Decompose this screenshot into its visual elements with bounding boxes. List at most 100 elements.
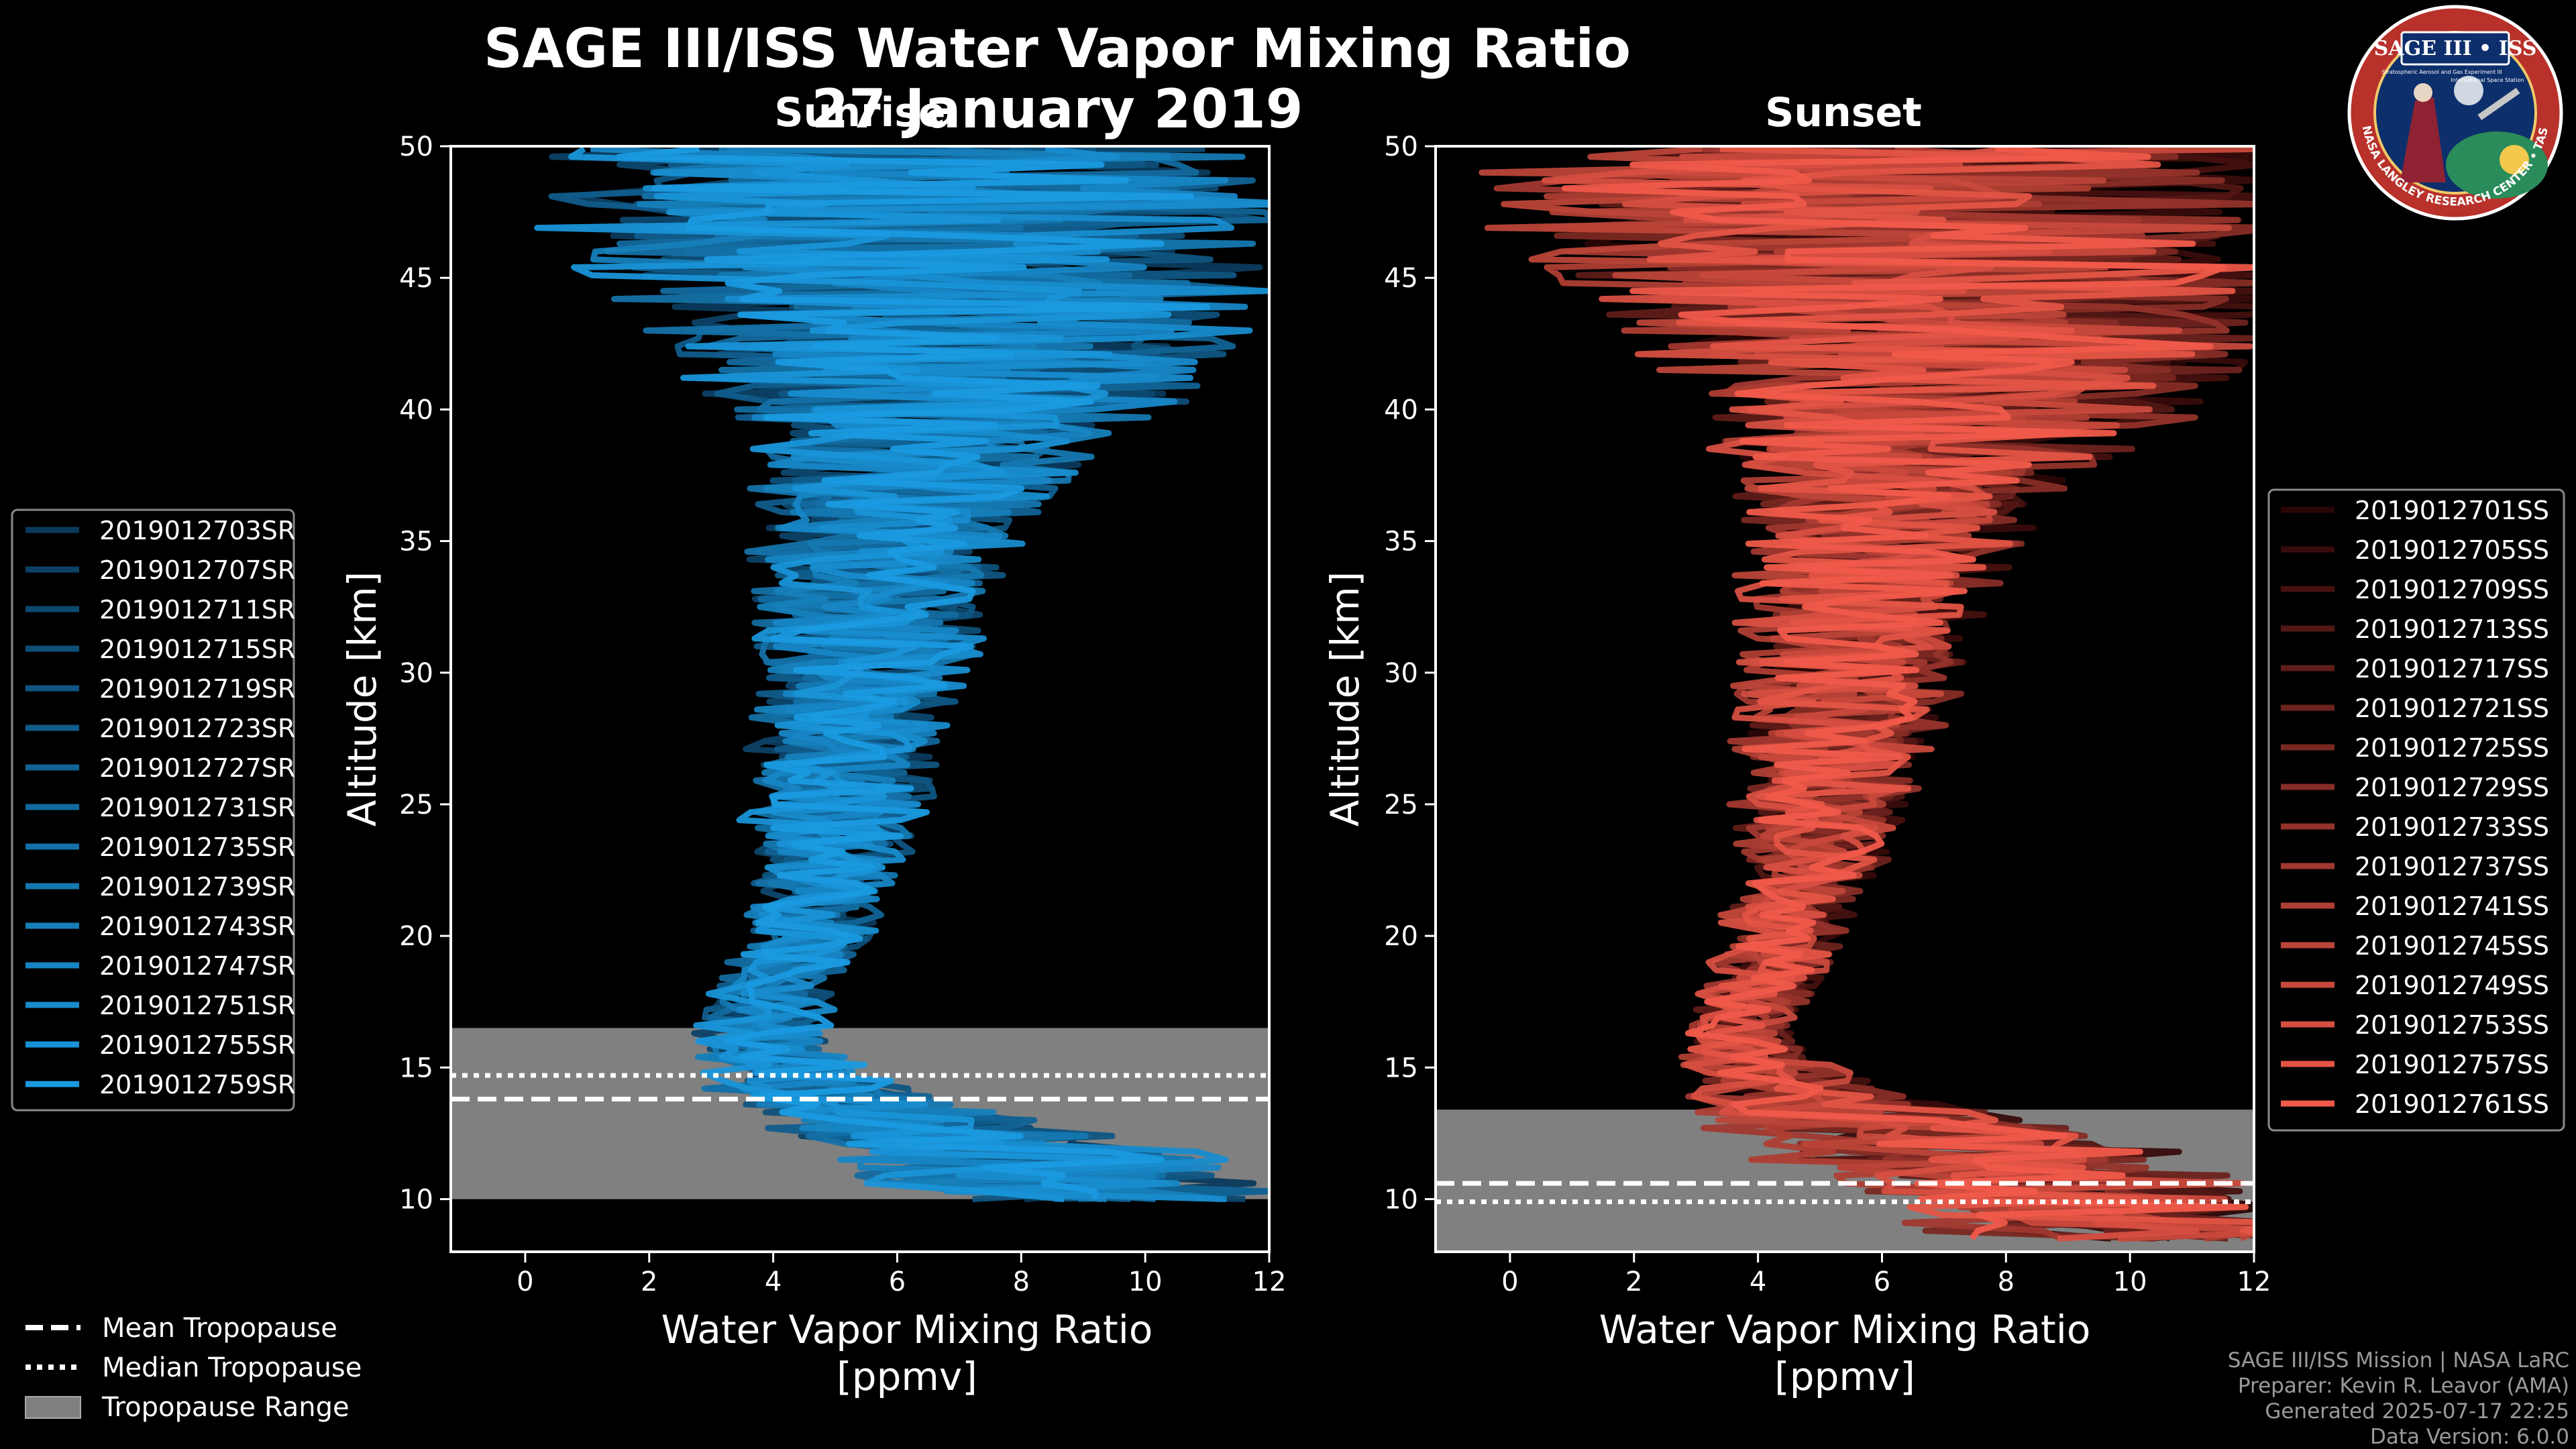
chart-title: SAGE III/ISS Water Vapor Mixing Ratio xyxy=(484,17,1631,80)
logo-inner-text-2: International Space Station xyxy=(2451,77,2524,83)
legend-label: 2019012749SS xyxy=(2355,971,2549,1000)
legend-label: 2019012729SS xyxy=(2355,773,2549,802)
legend-label: 2019012703SR xyxy=(99,516,295,545)
legend-label: 2019012707SR xyxy=(99,555,295,585)
xlabel-sunrise-line2: [ppmv] xyxy=(837,1354,977,1399)
legend-label: 2019012737SS xyxy=(2355,852,2549,881)
credits-line2: Preparer: Kevin R. Leavor (AMA) xyxy=(2238,1374,2569,1398)
iss-icon xyxy=(2477,87,2520,121)
credits-line1: SAGE III/ISS Mission | NASA LaRC xyxy=(2228,1348,2569,1373)
x-tick-label: 4 xyxy=(1750,1267,1766,1297)
y-tick-label: 45 xyxy=(399,263,433,294)
legend-label: 2019012705SS xyxy=(2355,535,2549,565)
x-tick-label: 0 xyxy=(1501,1267,1518,1297)
xlabel-sunset-line1: Water Vapor Mixing Ratio xyxy=(1599,1307,2091,1352)
legend-label: 2019012735SR xyxy=(99,833,295,862)
legend-label: 2019012753SS xyxy=(2355,1010,2549,1040)
legend-label: 2019012741SS xyxy=(2355,892,2549,921)
y-tick-label: 50 xyxy=(1384,131,1418,162)
x-tick-label: 2 xyxy=(641,1267,657,1297)
y-tick-label: 45 xyxy=(1384,263,1418,294)
credits-line4: Data Version: 6.0.0 xyxy=(2370,1425,2569,1449)
legend-label: 2019012747SR xyxy=(99,951,295,981)
median-tropopause-label: Median Tropopause xyxy=(102,1352,362,1383)
tropopause-legend: Mean Tropopause Median Tropopause Tropop… xyxy=(25,1313,362,1423)
profile-line-2019012761SS xyxy=(1561,146,2249,1241)
tropopause-range-swatch xyxy=(25,1396,81,1419)
legend-label: 2019012743SR xyxy=(99,912,295,941)
y-tick-label: 40 xyxy=(1384,394,1418,425)
xlabel-sunset-line2: [ppmv] xyxy=(1774,1354,1915,1399)
ylabel-sunset: Altitude [km] xyxy=(1322,572,1368,826)
panel-title-sunset: Sunset xyxy=(1765,89,1922,136)
profile-line-2019012759SR xyxy=(616,146,1210,1200)
y-tick-label: 25 xyxy=(1384,790,1418,820)
panel-sunset: 0 2 4 6 8 10 12 10 15 20 25 30 35 40 45 50 Water Vapor … xyxy=(1322,131,2271,1399)
x-tick-label: 12 xyxy=(1252,1267,1287,1297)
x-tick-label: 0 xyxy=(517,1267,533,1297)
xlabel-sunrise-line1: Water Vapor Mixing Ratio xyxy=(661,1307,1153,1352)
legend-label: 2019012711SR xyxy=(99,595,295,625)
legend-label: 2019012709SS xyxy=(2355,575,2549,604)
legend-label: 2019012727SR xyxy=(99,753,295,783)
profile-line-2019012749SS xyxy=(1675,146,2254,1242)
y-tick-label: 35 xyxy=(1384,527,1418,557)
y-tick-label: 25 xyxy=(399,790,433,820)
tropopause-range-label: Tropopause Range xyxy=(101,1392,350,1423)
y-tick-label: 10 xyxy=(399,1185,433,1216)
legend-sunset: 2019012701SS 2019012705SS 2019012709SS 2019… xyxy=(2267,488,2565,1132)
legend-label: 2019012761SS xyxy=(2355,1089,2549,1119)
legend-label: 2019012751SR xyxy=(99,991,295,1020)
profile-line-2019012741SS xyxy=(1544,146,2254,1242)
plot-frame-sunrise xyxy=(449,145,1271,1253)
legend-label: 2019012755SR xyxy=(99,1030,295,1060)
credits-line3: Generated 2025-07-17 22:25 xyxy=(2265,1399,2569,1424)
y-tick-label: 30 xyxy=(399,658,433,689)
y-tick-label: 30 xyxy=(1384,658,1418,689)
legend-label: 2019012739SR xyxy=(99,872,295,902)
legend-sunrise: 2019012703SR 2019012707SR 2019012711SR 2019… xyxy=(11,508,295,1112)
legend-label: 2019012721SS xyxy=(2355,694,2549,723)
legend-label: 2019012719SR xyxy=(99,674,295,704)
x-tick-label: 12 xyxy=(2237,1267,2271,1297)
ylabel-sunrise: Altitude [km] xyxy=(339,572,385,826)
x-tick-label: 6 xyxy=(889,1267,906,1297)
legend-label: 2019012713SS xyxy=(2355,614,2549,644)
legend-label: 2019012725SS xyxy=(2355,733,2549,763)
y-tick-label: 50 xyxy=(399,131,433,162)
y-tick-label: 35 xyxy=(399,527,433,557)
x-tick-label: 8 xyxy=(1013,1267,1030,1297)
panel-sunrise: 0 2 4 6 8 10 12 10 15 20 25 30 35 40 45 50 Water Vapor … xyxy=(339,131,1287,1399)
x-tick-label: 8 xyxy=(1998,1267,2015,1297)
legend-label: 2019012733SS xyxy=(2355,812,2549,842)
sun-icon xyxy=(2500,145,2529,174)
legend-label: 2019012715SR xyxy=(99,635,295,664)
legend-label: 2019012745SS xyxy=(2355,931,2549,961)
logo-title: SAGE III • ISS xyxy=(2374,37,2537,60)
scientist-figure-icon xyxy=(2400,97,2446,182)
y-tick-label: 20 xyxy=(1384,921,1418,952)
legend-label: 2019012731SR xyxy=(99,793,295,822)
legend-label: 2019012717SS xyxy=(2355,654,2549,684)
legend-label: 2019012701SS xyxy=(2355,496,2549,525)
x-tick-label: 2 xyxy=(1625,1267,1642,1297)
x-tick-label: 10 xyxy=(1128,1267,1163,1297)
credits: SAGE III/ISS Mission | NASA LaRC Prepare… xyxy=(2228,1348,2569,1449)
legend-label: 2019012723SR xyxy=(99,714,295,743)
logo-inner-text-1: Stratospheric Aerosol and Gas Experiment… xyxy=(2381,69,2502,75)
x-tick-label: 10 xyxy=(2113,1267,2147,1297)
panel-title-sunrise: Sunrise xyxy=(774,89,945,136)
y-tick-label: 20 xyxy=(399,921,433,952)
moon-icon xyxy=(2454,76,2483,105)
legend-label: 2019012759SR xyxy=(99,1070,295,1099)
mean-tropopause-label: Mean Tropopause xyxy=(102,1313,337,1344)
plot-frame-sunset xyxy=(1434,145,2255,1253)
y-tick-label: 10 xyxy=(1384,1185,1418,1216)
legend-label: 2019012757SS xyxy=(2355,1050,2549,1079)
y-tick-label: 15 xyxy=(399,1053,433,1083)
x-tick-label: 4 xyxy=(765,1267,782,1297)
chart-date: 27 January 2019 xyxy=(812,78,1303,140)
x-tick-label: 6 xyxy=(1874,1267,1890,1297)
y-tick-label: 15 xyxy=(1384,1053,1418,1083)
